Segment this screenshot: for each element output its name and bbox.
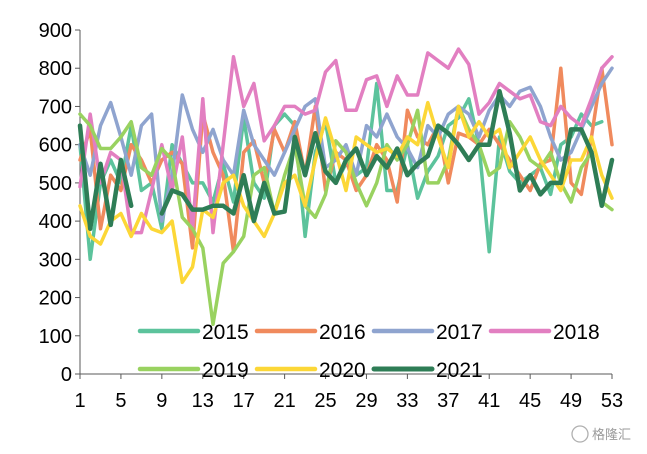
watermark: 格隆汇 — [571, 425, 631, 443]
x-tick-label: 17 — [233, 390, 255, 412]
y-tick-label: 300 — [39, 249, 72, 271]
y-tick-label: 200 — [39, 288, 72, 310]
x-tick-label: 33 — [396, 390, 418, 412]
legend-label-2019: 2019 — [202, 359, 249, 382]
x-tick-label: 49 — [560, 390, 582, 412]
legend-label-2021: 2021 — [436, 359, 483, 382]
series-layer — [77, 47, 615, 327]
watermark-logo-icon — [571, 425, 589, 443]
y-tick-label: 800 — [39, 58, 72, 80]
legend-label-2018: 2018 — [553, 321, 600, 344]
series-line-2021 — [77, 88, 615, 232]
series-line-2020 — [78, 100, 614, 285]
series-line-2018 — [78, 47, 614, 235]
legend-label-2015: 2015 — [202, 321, 249, 344]
x-tick-label: 21 — [273, 390, 295, 412]
x-tick-label: 41 — [478, 390, 500, 412]
y-tick-label: 400 — [39, 211, 72, 233]
legend-label-2016: 2016 — [319, 321, 366, 344]
x-axis: 1 5 9 13 17 21 25 29 33 37 41 45 49 53 — [74, 373, 623, 412]
x-tick-label: 25 — [314, 390, 336, 412]
legend: 2015 2016 2017 2018 2019 2020 2021 — [137, 321, 600, 382]
y-tick-label: 100 — [39, 326, 72, 348]
legend-label-2020: 2020 — [319, 359, 366, 382]
x-tick-label: 13 — [192, 390, 214, 412]
x-tick-label: 37 — [437, 390, 459, 412]
y-tick-label: 0 — [61, 364, 72, 386]
x-tick-label: 53 — [601, 390, 623, 412]
y-tick-label: 900 — [39, 20, 72, 42]
series-line-2017 — [78, 66, 614, 223]
x-tick-label: 45 — [519, 390, 541, 412]
x-tick-label: 5 — [115, 390, 126, 412]
watermark-text: 格隆汇 — [592, 427, 631, 443]
x-tick-label: 1 — [74, 390, 85, 412]
y-tick-label: 600 — [39, 135, 72, 157]
y-axis: 0 100 200 300 400 500 600 700 800 900 — [39, 20, 81, 386]
y-tick-label: 500 — [39, 173, 72, 195]
x-tick-label: 29 — [355, 390, 377, 412]
y-tick-label: 700 — [39, 96, 72, 118]
legend-label-2017: 2017 — [436, 321, 483, 344]
x-tick-label: 9 — [156, 390, 167, 412]
